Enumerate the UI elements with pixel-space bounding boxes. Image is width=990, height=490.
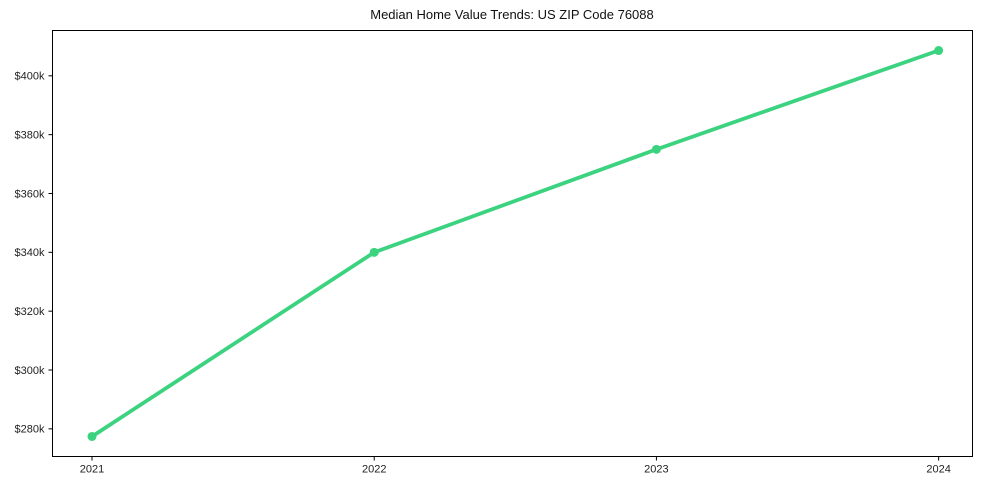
y-axis-tick-label: $400k <box>15 71 45 83</box>
y-axis-tick-label: $340k <box>15 247 45 259</box>
y-axis-tick-label: $360k <box>15 188 45 200</box>
chart-title: Median Home Value Trends: US ZIP Code 76… <box>370 7 654 22</box>
series-line <box>90 48 941 439</box>
data-point-marker <box>934 46 944 56</box>
y-axis-tick-label: $320k <box>15 306 45 318</box>
data-point-marker <box>651 144 661 154</box>
x-axis-tick-label: 2022 <box>362 464 386 476</box>
plot-border <box>52 30 973 457</box>
x-axis-tick-label: 2021 <box>80 464 104 476</box>
y-axis-tick-label: $300k <box>15 365 45 377</box>
x-axis-tick-label: 2024 <box>926 464 950 476</box>
y-axis-tick-label: $380k <box>15 129 45 141</box>
data-point-marker <box>369 247 379 257</box>
data-point-marker <box>87 431 97 441</box>
y-axis-tick-label: $280k <box>15 424 45 436</box>
x-axis-tick-label: 2023 <box>644 464 668 476</box>
